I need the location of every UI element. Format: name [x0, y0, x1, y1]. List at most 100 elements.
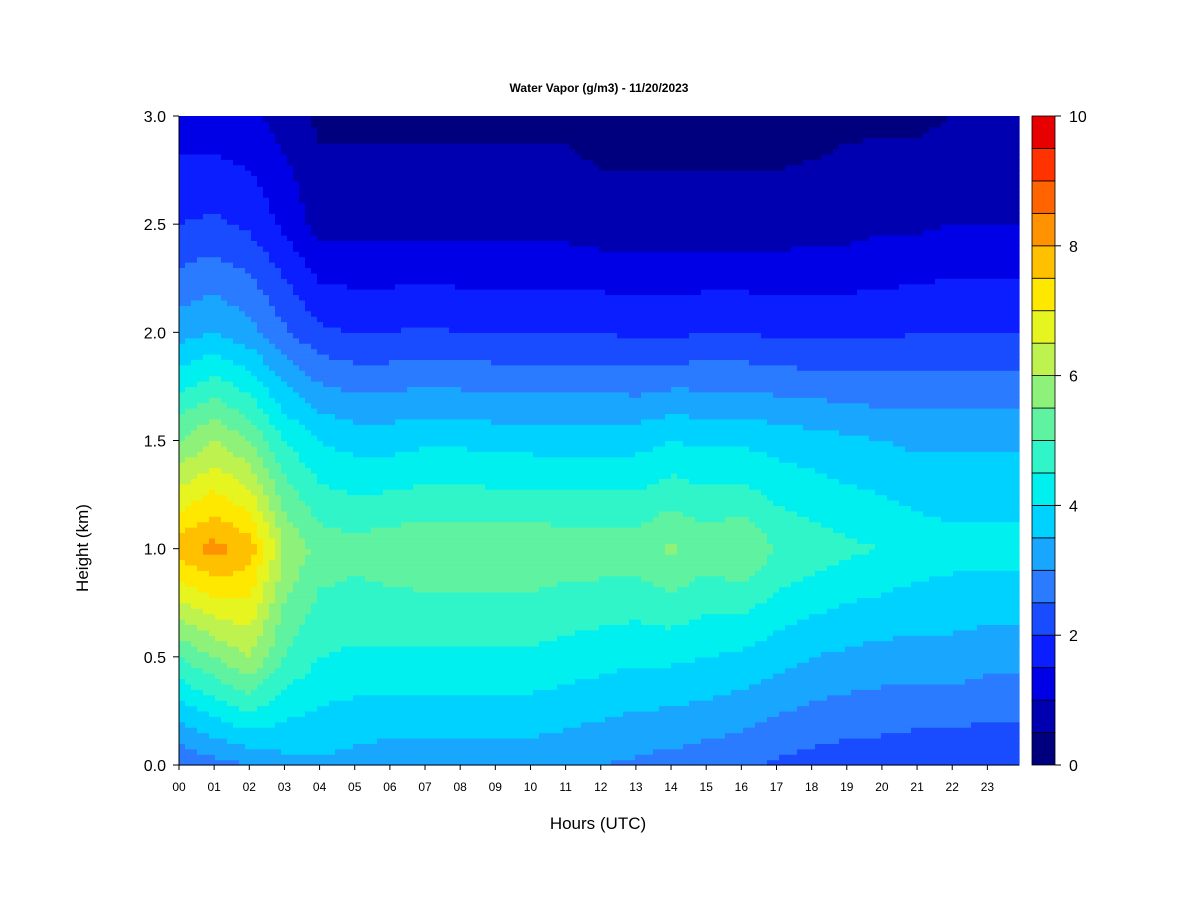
heatmap-cell: [419, 164, 426, 171]
heatmap-cell: [305, 683, 312, 690]
heatmap-cell: [413, 527, 420, 534]
heatmap-cell: [365, 727, 372, 734]
heatmap-cell: [311, 456, 318, 463]
heatmap-cell: [245, 224, 252, 231]
heatmap-cell: [413, 116, 420, 123]
heatmap-cell: [407, 640, 414, 647]
heatmap-cell: [335, 164, 342, 171]
heatmap-cell: [341, 386, 348, 393]
heatmap-cell: [359, 629, 366, 636]
heatmap-cell: [311, 251, 318, 258]
heatmap-cell: [425, 510, 432, 517]
heatmap-cell: [419, 554, 426, 561]
heatmap-cell: [197, 316, 204, 323]
heatmap-cell: [353, 413, 360, 420]
heatmap-cell: [413, 435, 420, 442]
heatmap-cell: [185, 651, 192, 658]
heatmap-cell: [233, 326, 240, 333]
heatmap-cell: [299, 294, 306, 301]
heatmap-cell: [245, 537, 252, 544]
heatmap-cell: [329, 646, 336, 653]
heatmap-cell: [275, 570, 282, 577]
heatmap-cell: [311, 375, 318, 382]
heatmap-cell: [281, 656, 288, 663]
heatmap-cell: [221, 234, 228, 241]
heatmap-cell: [413, 710, 420, 717]
heatmap-cell: [401, 483, 408, 490]
heatmap-cell: [221, 207, 228, 214]
heatmap-cell: [293, 278, 300, 285]
heatmap-cell: [335, 597, 342, 604]
heatmap-cell: [275, 278, 282, 285]
heatmap-cell: [377, 132, 384, 139]
heatmap-cell: [293, 170, 300, 177]
heatmap-cell: [299, 143, 306, 150]
heatmap-cell: [311, 516, 318, 523]
heatmap-cell: [413, 462, 420, 469]
heatmap-cell: [287, 137, 294, 144]
heatmap-cell: [341, 705, 348, 712]
heatmap-cell: [179, 310, 186, 317]
heatmap-cell: [419, 748, 426, 755]
heatmap-cell: [383, 413, 390, 420]
heatmap-cell: [347, 337, 354, 344]
heatmap-cell: [353, 462, 360, 469]
heatmap-cell: [311, 321, 318, 328]
heatmap-cell: [263, 440, 270, 447]
heatmap-cell: [179, 510, 186, 517]
heatmap-cell: [311, 191, 318, 198]
heatmap-cell: [335, 694, 342, 701]
heatmap-cell: [197, 262, 204, 269]
heatmap-cell: [347, 391, 354, 398]
heatmap-cell: [371, 575, 378, 582]
heatmap-cell: [425, 564, 432, 571]
heatmap-cell: [191, 224, 198, 231]
heatmap-cell: [305, 132, 312, 139]
heatmap-cell: [335, 408, 342, 415]
heatmap-cell: [407, 456, 414, 463]
heatmap-cell: [281, 527, 288, 534]
heatmap-cell: [239, 191, 246, 198]
heatmap-cell: [383, 548, 390, 555]
heatmap-cell: [209, 613, 216, 620]
heatmap-cell: [353, 521, 360, 528]
heatmap-cell: [257, 662, 264, 669]
heatmap-cell: [191, 262, 198, 269]
heatmap-cell: [377, 754, 384, 761]
heatmap-cell: [413, 483, 420, 490]
heatmap-cell: [233, 581, 240, 588]
heatmap-cell: [203, 656, 210, 663]
heatmap-cell: [299, 683, 306, 690]
heatmap-cell: [239, 445, 246, 452]
heatmap-cell: [185, 289, 192, 296]
heatmap-cell: [335, 413, 342, 420]
heatmap-cell: [317, 602, 324, 609]
heatmap-cell: [407, 359, 414, 366]
heatmap-cell: [197, 472, 204, 479]
heatmap-cell: [311, 245, 318, 252]
heatmap-cell: [251, 575, 258, 582]
heatmap-cell: [401, 180, 408, 187]
heatmap-cell: [227, 175, 234, 182]
heatmap-cell: [227, 591, 234, 598]
heatmap-cell: [185, 267, 192, 274]
heatmap-cell: [257, 121, 264, 128]
heatmap-cell: [185, 375, 192, 382]
heatmap-cell: [365, 705, 372, 712]
heatmap-cell: [329, 170, 336, 177]
heatmap-cell: [275, 646, 282, 653]
heatmap-cell: [377, 667, 384, 674]
heatmap-cell: [179, 186, 186, 193]
heatmap-cell: [419, 397, 426, 404]
heatmap-cell: [395, 202, 402, 209]
heatmap-cell: [197, 197, 204, 204]
heatmap-cell: [413, 256, 420, 263]
heatmap-cell: [359, 197, 366, 204]
heatmap-cell: [341, 494, 348, 501]
heatmap-cell: [353, 370, 360, 377]
heatmap-cell: [317, 505, 324, 512]
heatmap-cell: [335, 326, 342, 333]
heatmap-cell: [215, 597, 222, 604]
heatmap-cell: [395, 618, 402, 625]
heatmap-cell: [221, 505, 228, 512]
